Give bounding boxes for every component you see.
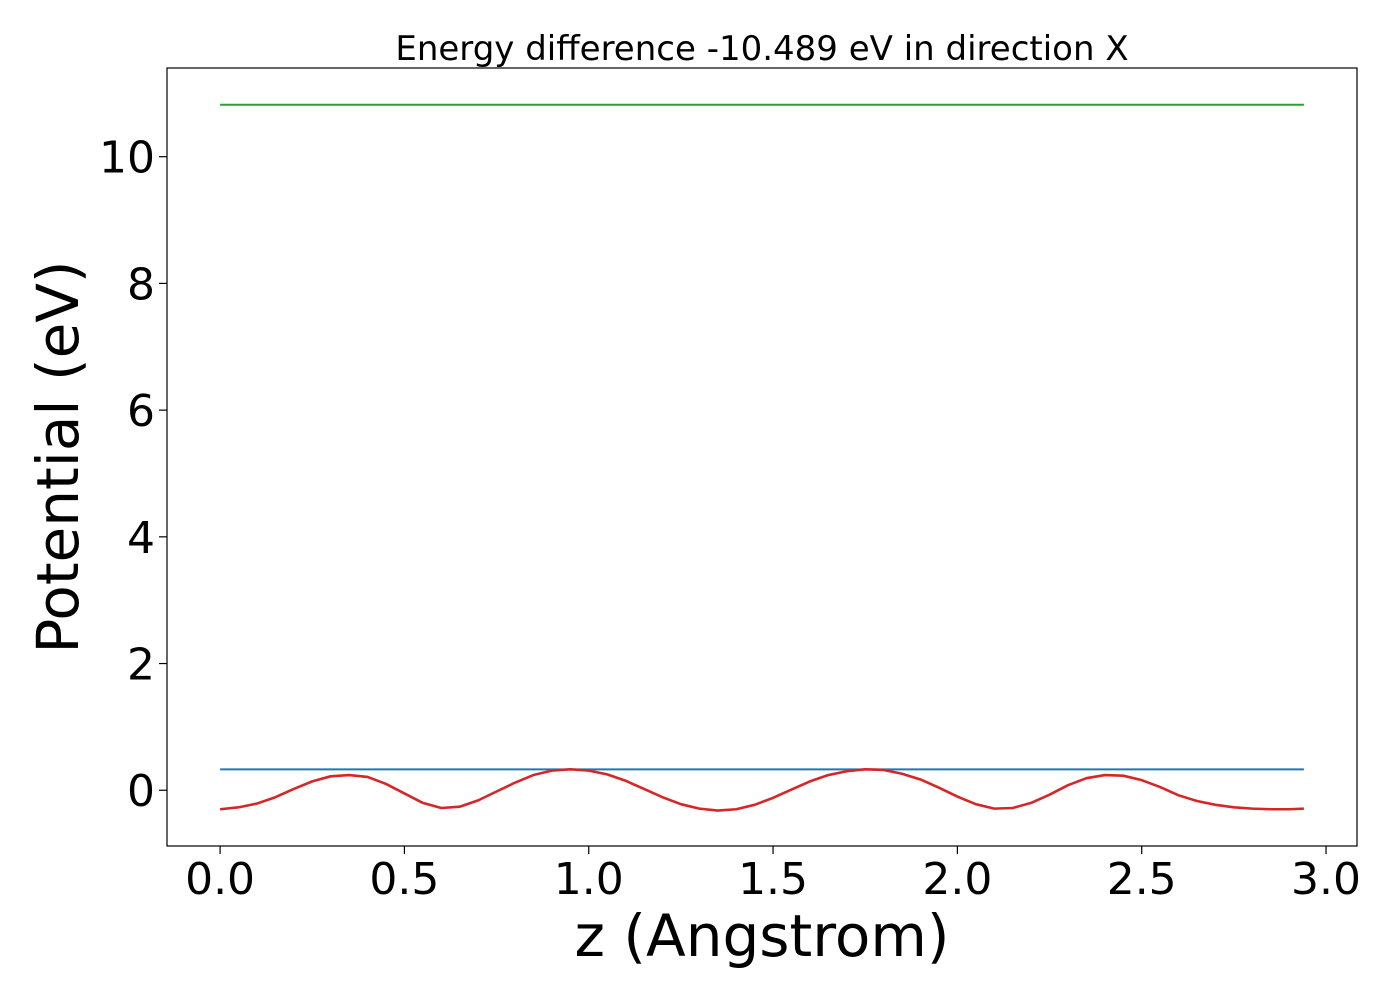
y-tick-label: 8: [127, 259, 155, 310]
series-layer: [219, 103, 1304, 812]
y-tick-label: 0: [127, 766, 155, 817]
y-tick-label: 2: [127, 640, 155, 691]
x-tick-label: 2.0: [922, 854, 992, 905]
x-axis-label: z (Angstrom): [575, 902, 950, 970]
y-tick-label: 6: [127, 386, 155, 437]
x-tick-label: 1.5: [738, 854, 808, 905]
plot-area: [167, 68, 1357, 846]
x-tick-label: 1.0: [554, 854, 624, 905]
series-line-3: [219, 768, 1304, 812]
y-axis-ticks: 0 2 4 6 8 10: [99, 133, 167, 817]
x-tick-label: 0.5: [369, 854, 439, 905]
x-tick-label: 2.5: [1107, 854, 1177, 905]
chart-title: Energy difference -10.489 eV in directio…: [395, 29, 1128, 69]
y-tick-label: 10: [99, 133, 155, 184]
x-tick-label: 0.0: [185, 854, 255, 905]
y-tick-label: 4: [127, 513, 155, 564]
y-axis-label: Potential (eV): [24, 260, 92, 653]
x-axis-ticks: 0.0 0.5 1.0 1.5 2.0 2.5 3.0: [185, 846, 1361, 905]
x-tick-label: 3.0: [1291, 854, 1361, 905]
plot-frame: [166, 67, 1358, 847]
